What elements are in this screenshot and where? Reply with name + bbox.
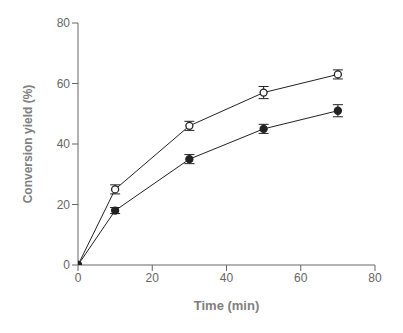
svg-text:0: 0 <box>63 258 70 272</box>
svg-text:60: 60 <box>294 271 308 285</box>
svg-text:20: 20 <box>57 198 71 212</box>
svg-text:20: 20 <box>146 271 160 285</box>
svg-text:0: 0 <box>75 271 82 285</box>
svg-text:40: 40 <box>57 137 71 151</box>
svg-text:Conversion yield (%): Conversion yield (%) <box>21 85 35 204</box>
svg-text:80: 80 <box>57 16 71 30</box>
svg-text:80: 80 <box>368 271 382 285</box>
svg-text:60: 60 <box>57 77 71 91</box>
svg-text:40: 40 <box>220 271 234 285</box>
svg-text:Time (min): Time (min) <box>194 298 260 313</box>
